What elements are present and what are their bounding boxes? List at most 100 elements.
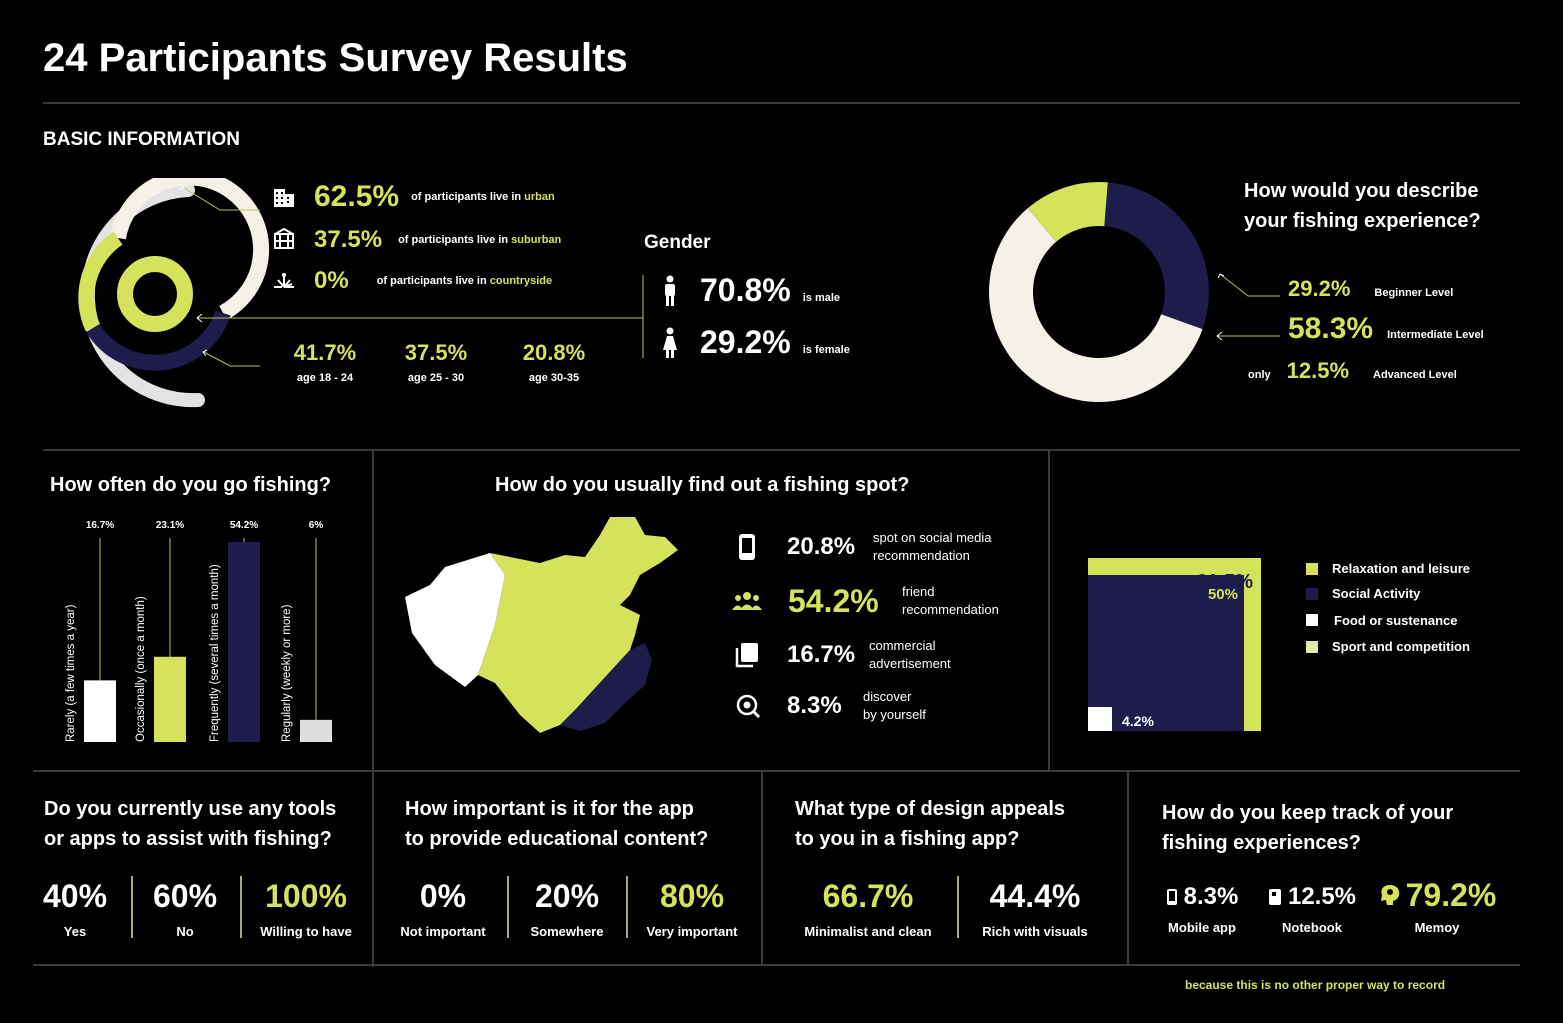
experience-question-line2: your fishing experience?	[1244, 210, 1481, 232]
experience-question-line1: How would you describe	[1244, 180, 1479, 202]
experience-prefix: only	[1248, 369, 1271, 381]
residence-value: 62.5%	[314, 180, 400, 213]
spot-value: 54.2%	[788, 582, 879, 619]
motivation-square-1	[1088, 575, 1244, 731]
spot-desc-line1: friend	[902, 584, 935, 599]
male-label: is male	[802, 291, 841, 304]
section-heading: BASIC INFORMATION	[43, 129, 241, 150]
bar-value-label: 6%	[309, 520, 324, 531]
spot-item: 20.8% spot on social media recommendatio…	[735, 528, 992, 566]
residence-place: countryside	[489, 275, 553, 287]
bar-category-label: Regularly (weekly or more)	[281, 604, 293, 742]
residence-place: suburban	[511, 234, 562, 246]
divider	[240, 876, 242, 938]
residence-value: 0%	[314, 267, 349, 294]
countryside-icon	[274, 273, 294, 288]
male-icon	[665, 275, 675, 306]
stat-value: 60%	[152, 878, 218, 914]
experience-label: Intermediate Level	[1387, 329, 1484, 341]
stat-value: 20%	[534, 878, 600, 914]
female-value: 29.2%	[700, 324, 791, 360]
spot-question: How do you usually find out a fishing sp…	[495, 474, 910, 496]
residence-prefix: of participants live in	[411, 191, 525, 203]
stat-value: 12.5%	[1287, 883, 1357, 910]
stat-value: 80%	[659, 878, 725, 914]
motivation-value: 4.2%	[1122, 713, 1154, 729]
education-stat: 0% Not important	[394, 876, 492, 939]
design-stat: 44.4% Rich with visuals	[974, 876, 1096, 939]
experience-label: Beginner Level	[1374, 287, 1454, 299]
divider	[507, 876, 509, 938]
spot-value: 8.3%	[787, 692, 842, 719]
bar-3	[300, 719, 332, 742]
copy-icon	[735, 643, 758, 668]
age-group: 20.8% age 30-35	[508, 340, 600, 384]
age-label: age 30-35	[528, 372, 580, 384]
experience-donut-chart	[989, 182, 1209, 402]
residence-rings-chart	[78, 178, 270, 408]
education-question-line2: to provide educational content?	[405, 828, 709, 850]
spot-desc: spot on social media recommendation	[873, 529, 992, 565]
stat-value: 40%	[42, 878, 108, 914]
residence-prefix: of participants live in	[398, 234, 512, 246]
stat-value: 8.3%	[1183, 883, 1239, 910]
age-group: 37.5% age 25 - 30	[391, 340, 481, 384]
experience-value: 29.2%	[1288, 276, 1351, 301]
notebook-icon	[1268, 889, 1281, 905]
spot-desc-line2: advertisement	[869, 656, 951, 671]
people-icon	[732, 592, 762, 610]
motivation-legend: Relaxation and leisure Social Activity F…	[1306, 556, 1470, 659]
age-group: 41.7% age 18 - 24	[280, 340, 370, 384]
legend-swatch	[1306, 614, 1318, 626]
frequency-bar-chart: 16.7% Rarely (a few times a year) 23.1% Occ…	[65, 520, 332, 742]
tools-question-line1: Do you currently use any tools	[44, 798, 337, 820]
legend-swatch	[1306, 640, 1318, 653]
page-title: 24 Participants Survey Results	[43, 36, 628, 80]
divider	[1127, 770, 1129, 966]
legend-swatch	[1306, 562, 1318, 575]
donut-slice-intermediate-level	[989, 208, 1203, 402]
design-question-line2: to you in a fishing app?	[795, 828, 1020, 850]
spot-value: 20.8%	[787, 533, 856, 560]
track-stat: 79.2% Memoy	[1376, 874, 1498, 935]
legend-item: Food or sustenance	[1306, 606, 1470, 634]
age-value: 20.8%	[522, 340, 586, 365]
bar-1	[154, 656, 186, 742]
tools-question-line2: or apps to assist with fishing?	[44, 828, 332, 850]
ring-suburban-lime	[78, 231, 123, 332]
spot-desc: friend recommendation	[902, 583, 999, 619]
spot-desc: discover by yourself	[863, 688, 926, 724]
age-value: 37.5%	[404, 340, 468, 365]
spot-desc-line1: commercial	[869, 638, 936, 653]
legend-item: Social Activity	[1306, 581, 1470, 606]
track-stat: 12.5% Notebook	[1260, 878, 1364, 935]
frequency-question: How often do you go fishing?	[50, 474, 332, 496]
divider	[33, 964, 1520, 966]
stat-label: Not important	[400, 924, 486, 939]
brain-icon	[1380, 885, 1399, 905]
education-question-line1: How important is it for the app	[405, 798, 694, 820]
spot-desc-line2: by yourself	[863, 707, 926, 722]
experience-beginner: 29.2% Beginner Level	[1288, 276, 1453, 302]
spot-item: 54.2% friend recommendation	[732, 582, 999, 620]
experience-advanced: only 12.5% Advanced Level	[1248, 358, 1457, 384]
legend-item: Relaxation and leisure	[1306, 556, 1470, 581]
stat-label: Very important	[646, 924, 738, 939]
bar-value-label: 16.7%	[86, 520, 114, 531]
gender-male: 70.8% is male	[662, 272, 840, 309]
motivation-value: 50%	[1208, 586, 1238, 603]
bar-category-label: Occasionally (once a month)	[135, 596, 147, 742]
residence-place: urban	[524, 191, 555, 203]
map-navy-region	[560, 643, 652, 731]
legend-label: Relaxation and leisure	[1332, 561, 1470, 576]
experience-value: 12.5%	[1286, 358, 1350, 383]
divider	[43, 102, 1520, 104]
track-footnote: because this is no other proper way to r…	[1185, 978, 1446, 992]
stat-value: 66.7%	[822, 878, 914, 914]
education-stat: 20% Somewhere	[522, 876, 612, 939]
divider	[131, 876, 133, 938]
divider	[43, 449, 1520, 451]
stat-value: 44.4%	[989, 878, 1081, 914]
suburb-icon	[274, 228, 294, 249]
spot-desc-line2: recommendation	[873, 548, 970, 563]
